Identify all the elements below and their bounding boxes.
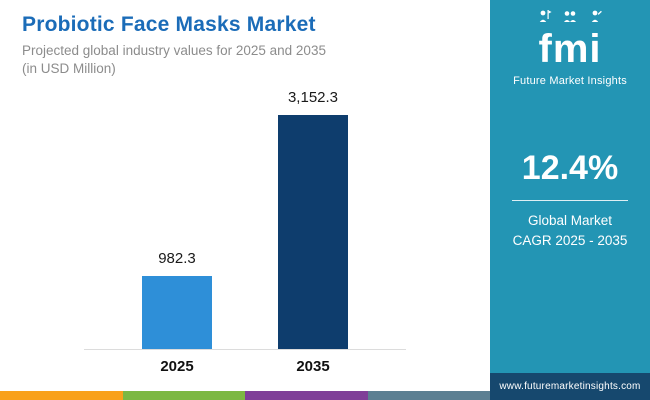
- website-url: www.futuremarketinsights.com: [499, 381, 641, 392]
- strip-segment-blue: [367, 391, 490, 400]
- logo-wordmark: fmi: [538, 27, 602, 71]
- bar-2035: [278, 115, 348, 349]
- chart-panel: Probiotic Face Masks Market Projected gl…: [0, 0, 490, 400]
- x-axis-labels: 2025 2035: [84, 350, 406, 385]
- brand-name: Future Market Insights: [513, 75, 627, 87]
- page-title: Probiotic Face Masks Market: [22, 13, 316, 36]
- brand-sidebar: fmi Future Market Insights 12.4% Global …: [490, 0, 650, 400]
- bar-chart: 982.3 3,152.3 2025 2035: [0, 78, 490, 391]
- value-label-2025: 982.3: [158, 250, 196, 267]
- cagr-caption: Global Market CAGR 2025 - 2035: [513, 211, 628, 250]
- cagr-percentage: 12.4%: [521, 149, 619, 187]
- chart-subtitle: Projected global industry values for 202…: [22, 42, 480, 78]
- strip-segment-purple: [245, 391, 368, 400]
- logo-icons-row: [538, 10, 602, 28]
- bar-group-2025: 982.3: [142, 250, 212, 349]
- x-label-2025: 2025: [160, 358, 194, 375]
- strip-segment-orange: [0, 391, 123, 400]
- cagr-caption-line-2: CAGR 2025 - 2035: [512, 232, 628, 248]
- two-people-icon: [562, 9, 578, 28]
- x-label-2035: 2035: [296, 358, 330, 375]
- value-label-2035: 3,152.3: [287, 89, 339, 106]
- person-flag-icon: [538, 9, 552, 28]
- cagr-divider: [512, 200, 628, 201]
- bar-2025: [142, 276, 212, 349]
- plot-area: 982.3 3,152.3: [84, 89, 406, 350]
- strip-segment-green: [122, 391, 245, 400]
- website-footer: www.futuremarketinsights.com: [490, 373, 650, 400]
- bar-group-2035: 3,152.3: [278, 89, 348, 349]
- chart-header: Probiotic Face Masks Market Projected gl…: [0, 0, 490, 78]
- subtitle-line-2: (in USD Million): [22, 61, 116, 77]
- subtitle-line-1: Projected global industry values for 202…: [22, 43, 326, 58]
- cagr-caption-line-1: Global Market: [527, 213, 613, 228]
- fmi-logo: fmi Future Market Insights: [513, 10, 627, 87]
- bottom-color-strip: [0, 391, 490, 400]
- person-wave-icon: [588, 9, 602, 28]
